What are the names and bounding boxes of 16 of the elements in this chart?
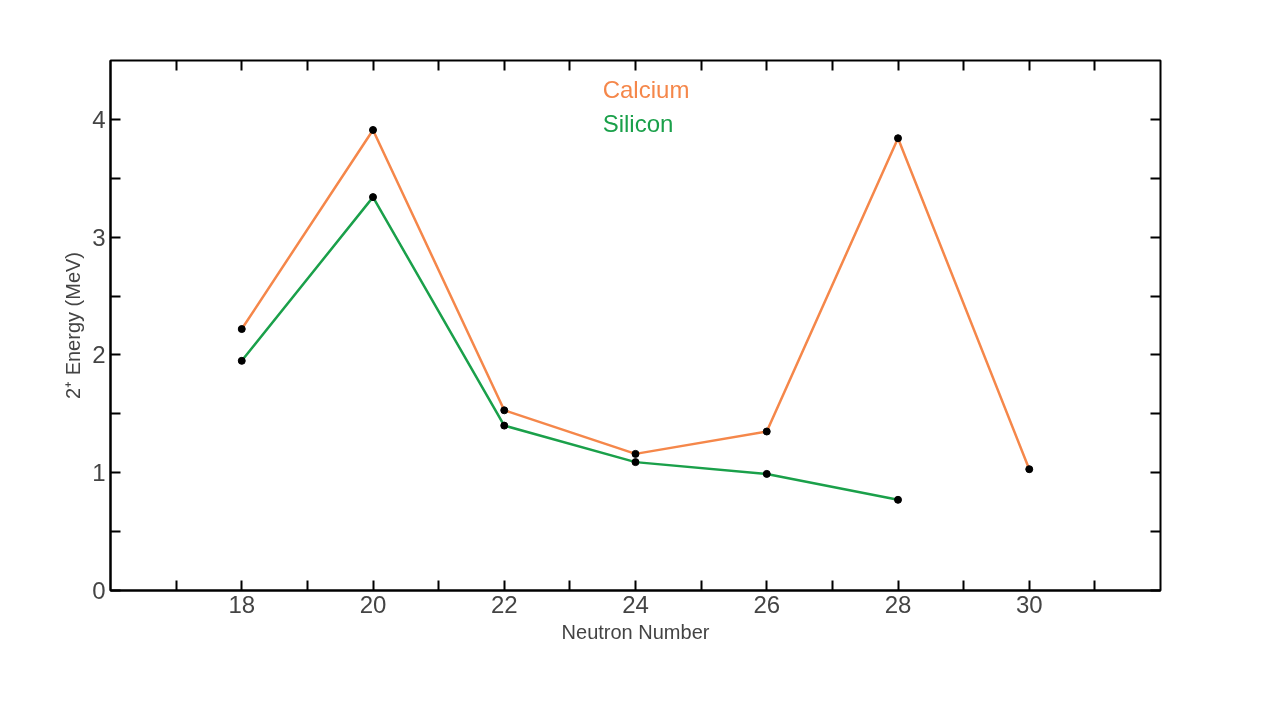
y-tick-label: 2	[92, 341, 106, 369]
x-tick-label: 22	[490, 590, 518, 618]
y-axis-title: 2⁺ Energy (MeV)	[62, 251, 85, 400]
x-axis-title: Neutron Number	[561, 620, 710, 643]
text: Silicon	[602, 109, 674, 137]
y-tick-label: 0	[92, 577, 106, 604]
x-tick-label: 20	[359, 590, 387, 618]
x-tick-label: 28	[884, 590, 912, 618]
x-tick-label: 30	[1015, 590, 1043, 618]
x-tick-label: 26	[753, 590, 781, 618]
legend-label: Calcium	[602, 75, 690, 103]
x-tick-label: 24	[622, 590, 649, 618]
y-tick-label: 4	[92, 105, 106, 133]
x-tick-label: 18	[228, 590, 256, 618]
y-tick-label: 1	[92, 459, 106, 487]
y-tick-label: 3	[92, 223, 106, 251]
